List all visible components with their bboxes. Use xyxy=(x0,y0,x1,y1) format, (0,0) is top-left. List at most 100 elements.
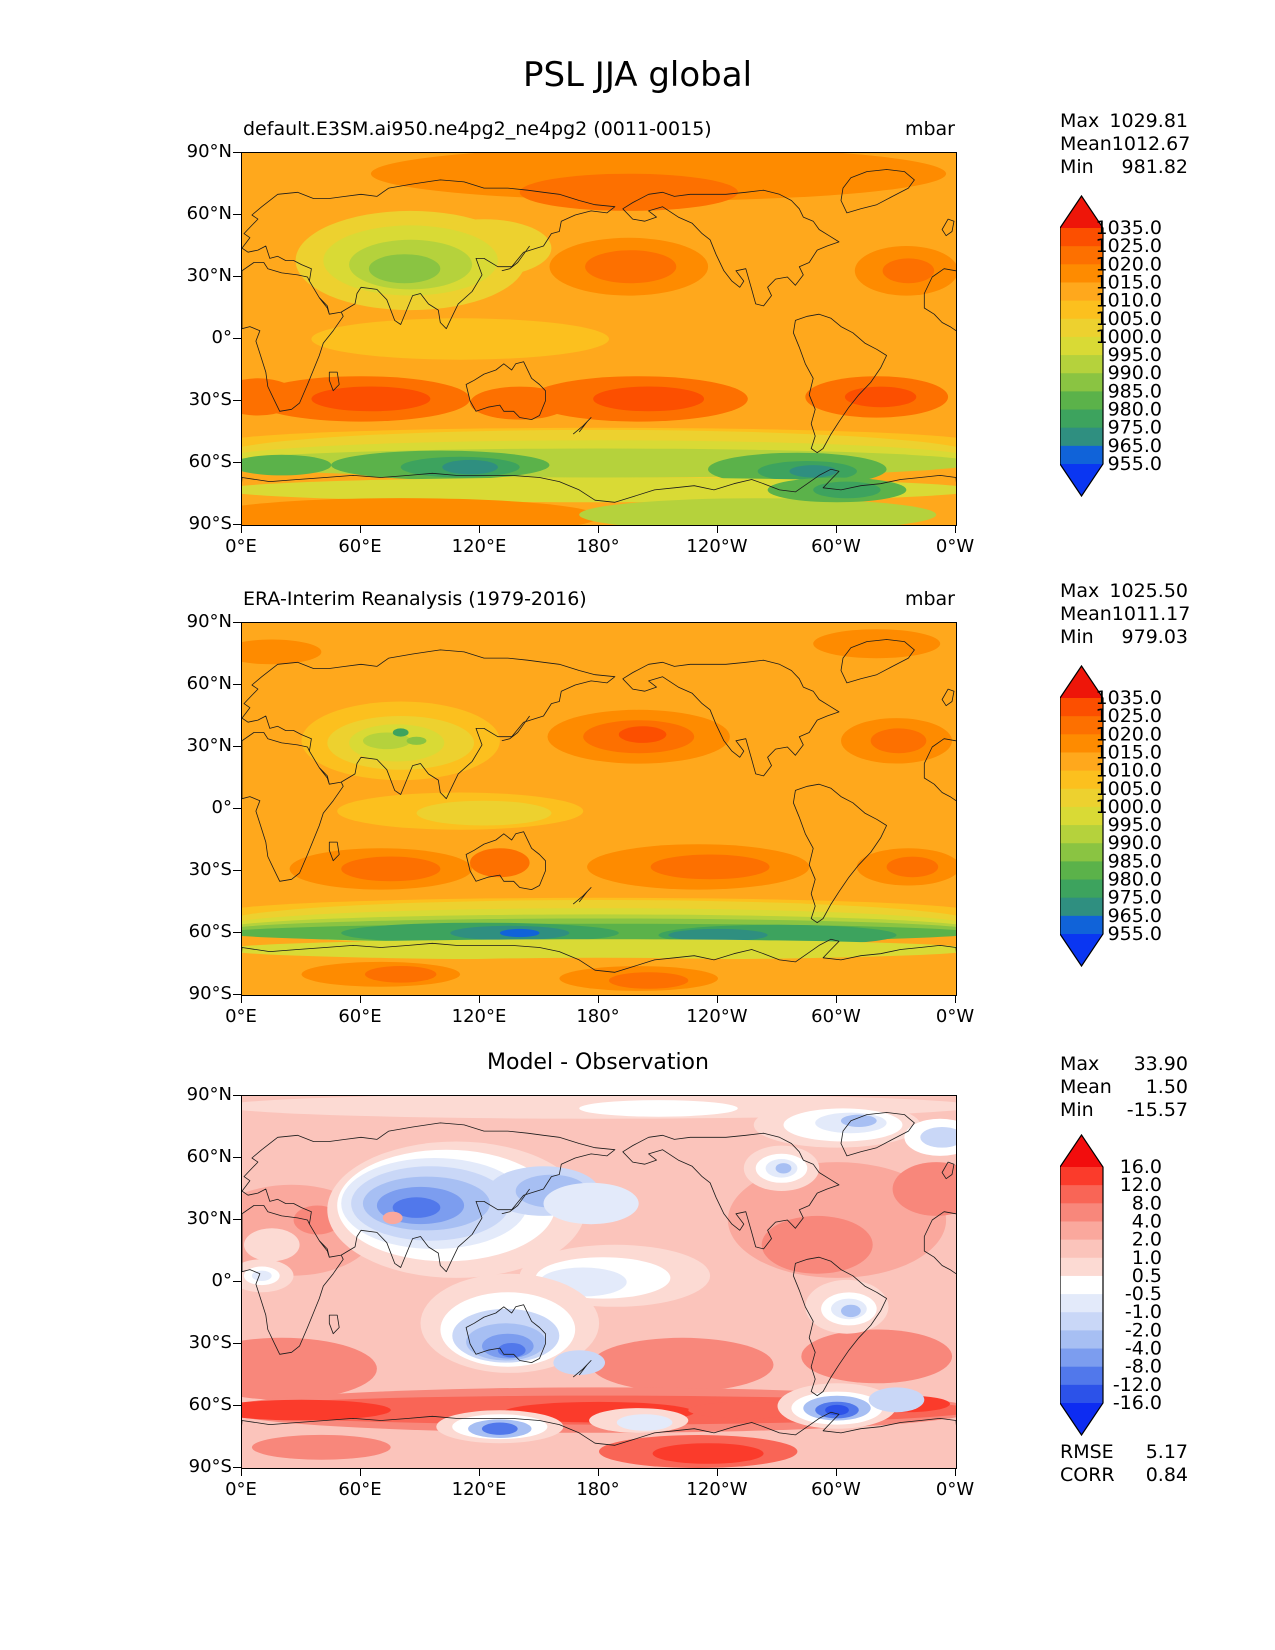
lon-tick-mark xyxy=(241,995,242,1003)
lat-tick-mark xyxy=(233,214,241,215)
metric-label: RMSE xyxy=(1060,1441,1114,1463)
contour-blob xyxy=(652,1443,764,1464)
colorbar-tick-label: 980.0 xyxy=(1108,869,1162,891)
stat-label: Min xyxy=(1060,156,1094,178)
colorbar-band xyxy=(1060,1312,1103,1331)
stat-label: Min xyxy=(1060,626,1094,648)
lon-tick-label: 120°E xyxy=(451,1479,507,1500)
stat-row: Max 1029.81 xyxy=(1060,110,1188,133)
colorbar-band xyxy=(1060,1203,1103,1223)
stat-row: Mean 1.50 xyxy=(1060,1076,1188,1099)
panel-obs-title: ERA-Interim Reanalysis (1979-2016) xyxy=(243,588,587,610)
contour-blob xyxy=(406,736,427,745)
colorbar-band xyxy=(1060,1384,1103,1404)
colorbar-band xyxy=(1060,391,1103,411)
contour-blob xyxy=(363,732,411,750)
lat-tick-mark xyxy=(233,994,241,995)
lon-tick-label: 120°W xyxy=(686,536,748,557)
stat-label: Max xyxy=(1060,1053,1100,1075)
colorbar-band xyxy=(1060,1185,1103,1204)
colorbar-tick-label: 1005.0 xyxy=(1096,308,1162,330)
lat-tick-label: 30°N xyxy=(186,265,232,286)
colorbar-band xyxy=(1060,373,1103,392)
lon-tick-mark xyxy=(955,995,956,1003)
lat-tick-mark xyxy=(233,462,241,463)
colorbar-tick-label: 1005.0 xyxy=(1096,778,1162,800)
colorbar-top-arrow xyxy=(1060,1135,1103,1167)
lon-tick-mark xyxy=(836,1468,837,1476)
lat-tick-mark xyxy=(233,622,241,623)
colorbar-top-arrow xyxy=(1060,196,1103,228)
colorbar-bottom-arrow xyxy=(1060,1403,1103,1435)
contour-blob xyxy=(497,1343,526,1358)
lat-tick-label: 60°S xyxy=(188,451,232,472)
lon-tick-mark xyxy=(717,1468,718,1476)
contour-blob xyxy=(311,318,609,360)
colorbar-tick-label: 4.0 xyxy=(1132,1210,1162,1232)
stat-row: Min -15.57 xyxy=(1060,1099,1188,1122)
colorbar-tick-label: 1035.0 xyxy=(1096,217,1162,239)
colorbar-outline xyxy=(1060,664,1104,968)
colorbar-bottom-arrow xyxy=(1060,464,1103,496)
colorbar-band xyxy=(1060,445,1103,465)
lon-tick-mark xyxy=(955,525,956,533)
metric-row: RMSE 5.17 xyxy=(1060,1441,1188,1464)
colorbar-band xyxy=(1060,228,1103,247)
contour-blob xyxy=(382,1211,403,1225)
contour-blob xyxy=(341,856,441,882)
lon-tick-mark xyxy=(360,995,361,1003)
colorbar-tick-label: 1025.0 xyxy=(1096,705,1162,727)
lon-tick-mark xyxy=(598,1468,599,1476)
stat-value: 1.50 xyxy=(1145,1076,1188,1098)
colorbar-band xyxy=(1060,1348,1103,1368)
colorbar-tick-label: 1020.0 xyxy=(1096,723,1162,745)
colorbar-tick-label: 975.0 xyxy=(1108,887,1162,909)
colorbar-band xyxy=(1060,734,1103,754)
colorbar-band xyxy=(1060,788,1103,808)
lat-tick-label: 30°S xyxy=(188,389,232,410)
contour-blob xyxy=(579,498,937,525)
contour-blob xyxy=(585,250,677,284)
colorbar-tick-label: 16.0 xyxy=(1120,1156,1162,1178)
lon-tick-mark xyxy=(836,995,837,1003)
colorbar-tick-label: -12.0 xyxy=(1113,1374,1162,1396)
colorbar-tick-label: -0.5 xyxy=(1125,1283,1162,1305)
contour-blob xyxy=(825,1404,849,1416)
contour-blob xyxy=(593,386,705,412)
colorbar-band xyxy=(1060,1294,1103,1313)
colorbar-tick-label: 2.0 xyxy=(1132,1229,1162,1251)
colorbar-tick-label: 985.0 xyxy=(1108,380,1162,402)
contour-blob xyxy=(244,1228,300,1262)
lon-tick-mark xyxy=(717,995,718,1003)
stat-label: Max xyxy=(1060,110,1100,132)
stat-label: Max xyxy=(1060,580,1100,602)
lon-tick-label: 0°W xyxy=(935,1479,975,1500)
lon-tick-mark xyxy=(479,1468,480,1476)
colorbar-pressure-model: 1035.01025.01020.01015.01010.01005.01000… xyxy=(1060,194,1162,498)
colorbar-band xyxy=(1060,752,1103,772)
contour-blob xyxy=(813,481,881,499)
stat-value: 1025.50 xyxy=(1109,580,1188,602)
colorbar-tick-label: 1010.0 xyxy=(1096,760,1162,782)
lon-tick-mark xyxy=(241,1468,242,1476)
stat-row: Min 979.03 xyxy=(1060,626,1188,649)
colorbar-band xyxy=(1060,1257,1103,1277)
colorbar-band xyxy=(1060,1275,1103,1295)
colorbar-band xyxy=(1060,770,1103,790)
lon-tick-label: 60°W xyxy=(811,1479,861,1500)
contour-blob xyxy=(242,1337,377,1400)
contour-blob xyxy=(470,386,570,420)
lat-tick-mark xyxy=(233,1281,241,1282)
contour-blob xyxy=(789,465,837,478)
colorbar-outline xyxy=(1060,194,1104,498)
metric-value: 0.84 xyxy=(1145,1464,1188,1486)
stat-value: 33.90 xyxy=(1133,1053,1188,1075)
stat-value: 1029.81 xyxy=(1109,110,1188,132)
metric-row: CORR 0.84 xyxy=(1060,1464,1188,1487)
contour-blob xyxy=(618,726,667,743)
contour-blob xyxy=(311,386,431,412)
lat-tick-label: 60°N xyxy=(186,203,232,224)
panel-diff-stats: Max 33.90 Mean 1.50 Min -15.57 xyxy=(1060,1053,1188,1122)
colorbar-band xyxy=(1060,716,1103,735)
contour-blob xyxy=(813,629,941,659)
